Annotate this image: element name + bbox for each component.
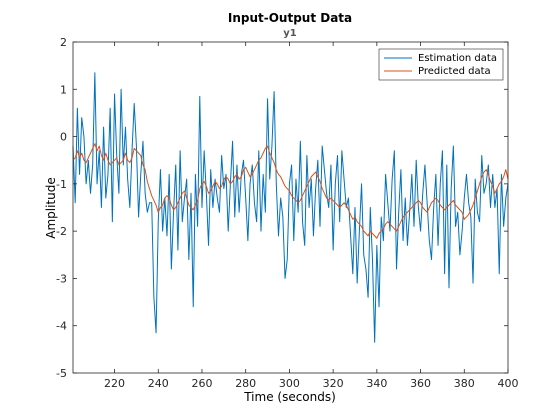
x-tick-label: 400 bbox=[498, 377, 519, 390]
series-layer bbox=[72, 72, 509, 343]
y-tick-label: -4 bbox=[56, 320, 67, 333]
y-tick-label: -3 bbox=[56, 272, 67, 285]
x-tick-label: 280 bbox=[235, 377, 256, 390]
chart-subtitle: y1 bbox=[283, 28, 297, 39]
x-tick-label: 300 bbox=[279, 377, 300, 390]
x-tick-label: 360 bbox=[410, 377, 431, 390]
y-axis-label: Amplitude bbox=[44, 177, 58, 239]
series-line-predicted-data bbox=[72, 143, 509, 239]
y-tick-label: 0 bbox=[60, 131, 67, 144]
axes-box bbox=[72, 41, 509, 374]
plot-area: 220 240 260 280 300 320 340 360 380 400 -5-4-3-2-… bbox=[56, 36, 518, 390]
legend-label-predicted: Predicted data bbox=[418, 66, 491, 77]
x-tick-label: 340 bbox=[366, 377, 387, 390]
x-tick-label: 240 bbox=[148, 377, 169, 390]
y-tick-label: 2 bbox=[60, 36, 67, 49]
y-tick-label: 1 bbox=[60, 83, 67, 96]
legend: Estimation data Predicted data bbox=[378, 48, 504, 81]
x-tick-label: 320 bbox=[323, 377, 344, 390]
y-tick-label: -1 bbox=[56, 178, 67, 191]
x-tick-label: 380 bbox=[454, 377, 475, 390]
y-axis-ticks: -5 -4 -3 -2 -1 0 1 2 bbox=[56, 36, 508, 380]
x-tick-label: 260 bbox=[191, 377, 212, 390]
axes-background bbox=[73, 42, 508, 373]
legend-label-estimation: Estimation data bbox=[418, 53, 497, 64]
legend-box bbox=[378, 48, 504, 81]
y-tick-label: -2 bbox=[56, 225, 67, 238]
x-axis-ticks: 220 240 260 280 300 320 340 360 380 400 bbox=[104, 42, 519, 390]
x-tick-label: 220 bbox=[104, 377, 125, 390]
y-tick-label: -5 bbox=[56, 367, 67, 380]
series-line-estimation-data bbox=[72, 72, 509, 343]
chart-title: Input-Output Data bbox=[228, 11, 352, 25]
x-axis-label: Time (seconds) bbox=[243, 390, 336, 404]
